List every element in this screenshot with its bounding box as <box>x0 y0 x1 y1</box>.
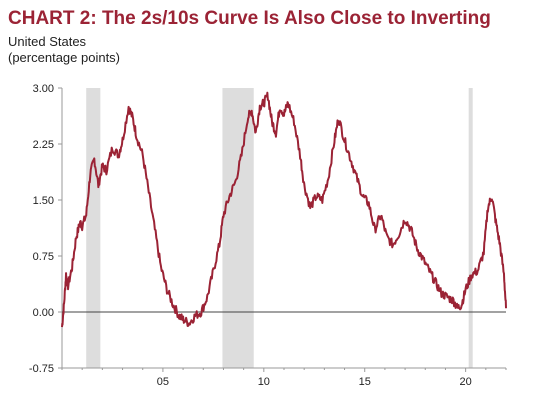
y-tick-label: 3.00 <box>33 83 54 95</box>
x-tick-label: 20 <box>460 376 472 388</box>
x-tick-label: 10 <box>258 376 270 388</box>
chart-title: CHART 2: The 2s/10s Curve Is Also Close … <box>8 8 491 29</box>
recession-band <box>222 88 254 368</box>
x-tick-label: 05 <box>157 376 169 388</box>
recession-shading <box>86 88 473 368</box>
y-tick-label: 0.75 <box>33 251 54 263</box>
y-tick-label: 1.50 <box>33 195 54 207</box>
y-tick-label: 2.25 <box>33 139 54 151</box>
x-tick-label: 15 <box>359 376 371 388</box>
tick-labels: -0.75 0.00 0.75 1.50 2.25 3.00 05 10 15 20 <box>29 83 472 388</box>
y-axis-unit-label: (percentage points) <box>8 50 121 65</box>
y-tick-label: 0.00 <box>33 307 54 319</box>
axes <box>58 87 507 372</box>
recession-band <box>468 88 473 368</box>
series-layer <box>61 91 507 328</box>
recession-band <box>86 88 101 368</box>
series-line <box>61 91 507 328</box>
y-tick-label: -0.75 <box>29 363 54 375</box>
chart-subtitle: United States <box>8 34 87 49</box>
